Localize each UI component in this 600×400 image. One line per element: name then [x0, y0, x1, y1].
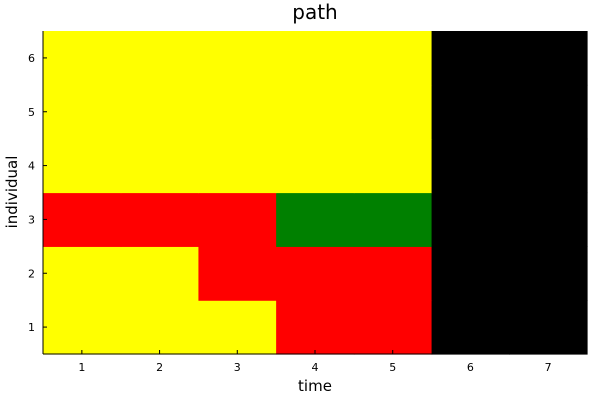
- heatmap-cell-t6-i1: [431, 300, 510, 355]
- heatmap-cell-t3-i4: [198, 138, 277, 194]
- heatmap-cell-t7-i4: [509, 138, 588, 194]
- heatmap-cell-t7-i2: [509, 246, 588, 301]
- heatmap-cell-t1-i5: [43, 84, 122, 140]
- heatmap-cell-t2-i2: [120, 246, 200, 301]
- heatmap-cell-t4-i5: [276, 84, 355, 140]
- heatmap-cell-t5-i4: [353, 138, 433, 194]
- heatmap-cell-t7-i3: [509, 192, 588, 247]
- x-tick-label: 7: [545, 361, 552, 374]
- heatmap-cell-t4-i1: [276, 300, 355, 355]
- x-ticks: 1 2 3 4 5 6 7: [78, 350, 552, 374]
- heatmap-cell-t5-i6: [353, 31, 433, 86]
- heatmap-cell-t6-i3: [431, 192, 510, 247]
- heatmap-cell-t1-i1: [43, 300, 122, 355]
- heatmap-cell-t4-i2: [276, 246, 355, 301]
- heatmap-cell-t2-i6: [120, 31, 200, 86]
- y-tick-label: 1: [28, 321, 35, 334]
- x-tick-label: 1: [78, 361, 85, 374]
- y-axis-label: individual: [3, 156, 21, 229]
- heatmap-cell-t5-i2: [353, 246, 433, 301]
- x-tick-label: 2: [156, 361, 163, 374]
- x-axis-label: time: [298, 377, 332, 395]
- y-tick-label: 4: [28, 160, 35, 173]
- heatmap-cell-t3-i2: [198, 246, 277, 301]
- heatmap-cell-t2-i5: [120, 84, 200, 140]
- x-tick-label: 3: [234, 361, 241, 374]
- y-tick-label: 6: [28, 52, 35, 65]
- chart-title: path: [292, 0, 337, 24]
- heatmap-cell-t5-i5: [353, 84, 433, 140]
- heatmap-cell-t3-i6: [198, 31, 277, 86]
- heatmap-cell-t4-i6: [276, 31, 355, 86]
- heatmap-cell-t1-i3: [43, 192, 122, 247]
- heatmap-cell-t6-i5: [431, 84, 510, 140]
- heatmap-cell-t2-i1: [120, 300, 200, 355]
- x-tick-label: 6: [467, 361, 474, 374]
- heatmap-cell-t2-i4: [120, 138, 200, 194]
- heatmap-cell-t5-i1: [353, 300, 433, 355]
- y-ticks: 1 2 3 4 5 6: [28, 52, 47, 334]
- heatmap-cell-t1-i4: [43, 138, 122, 194]
- heatmap-cell-t3-i3: [198, 192, 277, 247]
- heatmap-cell-t2-i3: [120, 192, 200, 247]
- heatmap-cells: [43, 31, 588, 355]
- heatmap-cell-t4-i4: [276, 138, 355, 194]
- x-tick-label: 4: [312, 361, 319, 374]
- y-tick-label: 5: [28, 106, 35, 119]
- heatmap-cell-t7-i6: [509, 31, 588, 86]
- heatmap-cell-t7-i5: [509, 84, 588, 140]
- y-tick-label: 3: [28, 213, 35, 226]
- heatmap-cell-t3-i5: [198, 84, 277, 140]
- heatmap-cell-t6-i6: [431, 31, 510, 86]
- heatmap-cell-t1-i6: [43, 31, 122, 86]
- heatmap-cell-t6-i2: [431, 246, 510, 301]
- heatmap-cell-t7-i1: [509, 300, 588, 355]
- heatmap-cell-t3-i1: [198, 300, 277, 355]
- y-tick-label: 2: [28, 267, 35, 280]
- heatmap-cell-t5-i3: [353, 192, 433, 247]
- x-tick-label: 5: [389, 361, 396, 374]
- heatmap-cell-t4-i3: [276, 192, 355, 247]
- heatmap-cell-t1-i2: [43, 246, 122, 301]
- heatmap-cell-t6-i4: [431, 138, 510, 194]
